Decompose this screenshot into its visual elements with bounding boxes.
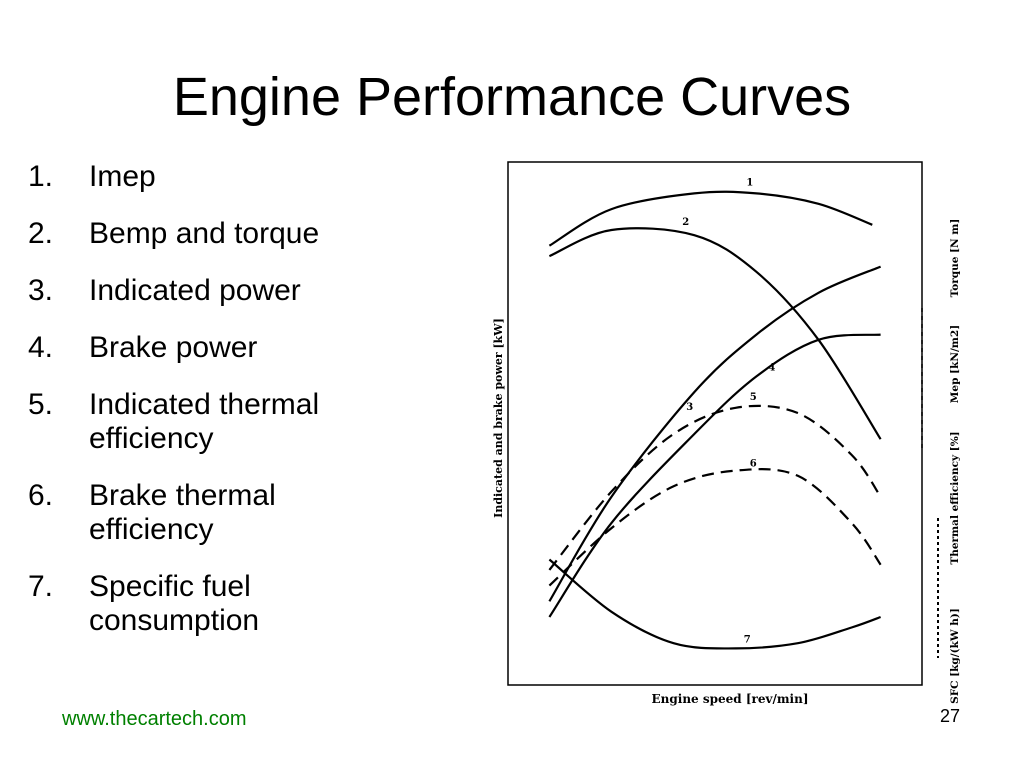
list-label: Indicated power: [89, 274, 301, 307]
y-axis-right-labels: SFC [kg/(kW h)] Thermal efficiency [%] M…: [949, 219, 961, 704]
y-axis-right-label-efficiency: Thermal efficiency [%]: [949, 431, 961, 564]
series-line-7: [548, 558, 881, 650]
series-line-5: [548, 404, 882, 571]
curve-legend-list: 1. Imep 2. Bemp and torque 3. Indicated pow…: [22, 160, 402, 661]
chart-svg: Indicated and brake power [kW] Engine sp…: [492, 161, 961, 706]
series-line-3: [548, 265, 882, 602]
list-label: Bemp and torque: [89, 217, 320, 250]
curve-label-4: 4: [768, 362, 775, 373]
y-axis-left-label: Indicated and brake power [kW]: [492, 318, 505, 518]
list-number: 2.: [28, 217, 54, 250]
list-item: 6. Brake thermal efficiency: [22, 479, 402, 547]
series-line-4: [548, 333, 881, 618]
x-axis-label: Engine speed [rev/min]: [652, 692, 809, 706]
y-axis-right-label-sfc: SFC [kg/(kW h)]: [949, 608, 961, 704]
list-number: 3.: [28, 274, 54, 307]
curve-label-layer: 1 2 3 4 5 6 7: [682, 177, 775, 645]
list-item: 3. Indicated power: [22, 274, 402, 308]
list-number: 1.: [28, 160, 54, 193]
curve-label-1: 1: [746, 177, 753, 188]
list-item: 4. Brake power: [22, 331, 402, 365]
list-number: 4.: [28, 331, 54, 364]
list-number: 5.: [28, 388, 54, 421]
y-axis-right-label-torque: Torque [N m]: [949, 219, 961, 298]
list-item: 2. Bemp and torque: [22, 217, 402, 251]
y-axis-right-label-mep: Mep [kN/m2]: [949, 325, 961, 403]
list-number: 7.: [28, 570, 54, 603]
list-item: 5. Indicated thermal efficiency: [22, 388, 402, 456]
list-label: Indicated thermal efficiency: [89, 388, 320, 455]
curve-label-6: 6: [750, 459, 757, 470]
curve-label-5: 5: [750, 392, 757, 403]
engine-performance-chart: Indicated and brake power [kW] Engine sp…: [486, 158, 986, 718]
curve-label-2: 2: [682, 217, 689, 228]
slide-title: Engine Performance Curves: [172, 67, 852, 127]
page-number: 27: [939, 706, 960, 726]
list-number: 6.: [28, 479, 54, 512]
list-label: Brake thermal efficiency: [89, 479, 276, 546]
footer-url[interactable]: www.thecartech.com: [62, 708, 247, 730]
series-line-6: [548, 468, 882, 587]
list-label: Brake power: [89, 331, 258, 364]
list-label: Imep: [89, 160, 156, 193]
series-line-2: [548, 227, 882, 440]
curve-label-7: 7: [744, 634, 751, 645]
list-item: 1. Imep: [22, 160, 402, 194]
list-label: Specific fuel consumption: [89, 570, 260, 637]
series-line-1: [548, 190, 873, 247]
list-item: 7. Specific fuel consumption: [22, 570, 402, 638]
plot-frame: [507, 161, 923, 686]
series-layer: [548, 190, 882, 650]
curve-label-3: 3: [686, 402, 693, 413]
